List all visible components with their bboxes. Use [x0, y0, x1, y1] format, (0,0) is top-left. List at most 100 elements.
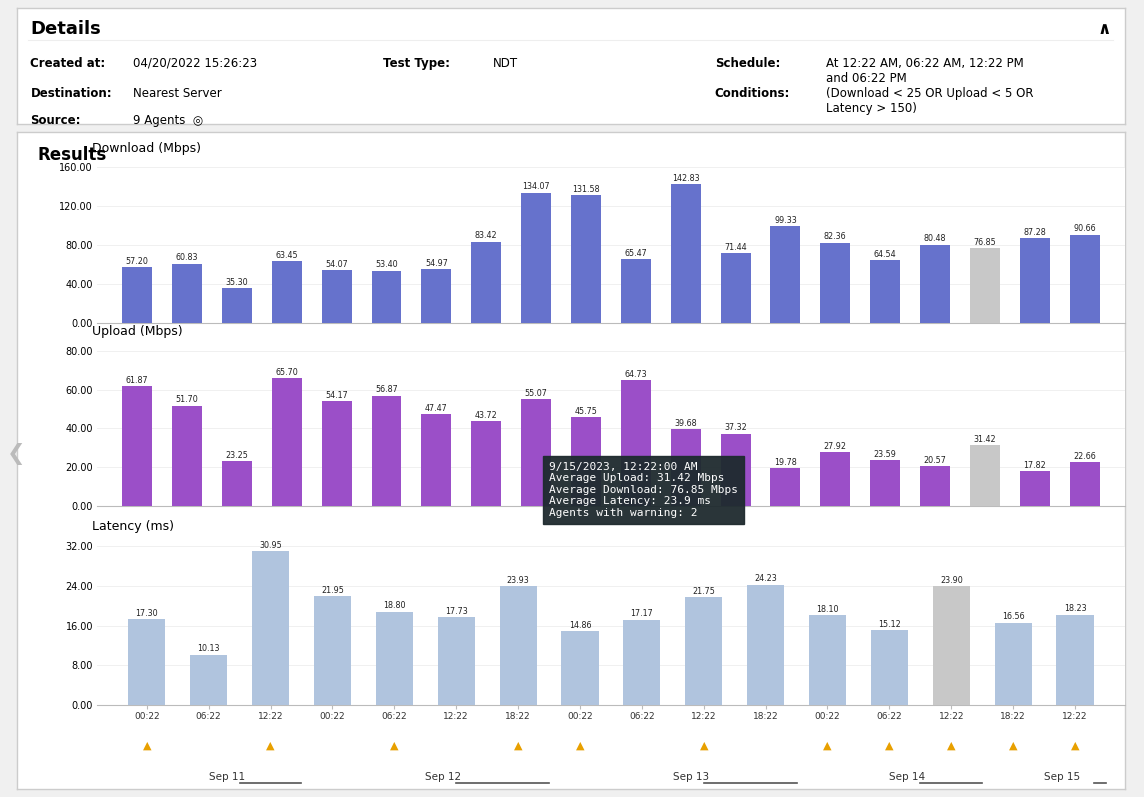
Bar: [747, 585, 784, 705]
Text: 9 Agents  ◎: 9 Agents ◎: [134, 114, 204, 128]
Bar: [571, 417, 601, 506]
Text: ▲: ▲: [699, 740, 708, 751]
Bar: [820, 243, 850, 323]
Text: 60.83: 60.83: [176, 253, 198, 262]
Text: 134.07: 134.07: [523, 182, 550, 191]
Bar: [920, 466, 950, 506]
Text: 23.25: 23.25: [225, 451, 248, 460]
Text: 65.47: 65.47: [625, 249, 648, 257]
Text: 19.78: 19.78: [774, 457, 797, 466]
Bar: [421, 414, 452, 506]
Text: Test Type:: Test Type:: [382, 57, 450, 69]
Bar: [970, 445, 1000, 506]
Text: ▲: ▲: [267, 740, 275, 751]
Text: 142.83: 142.83: [672, 174, 699, 183]
Text: 35.30: 35.30: [225, 278, 248, 287]
Text: 61.87: 61.87: [126, 375, 149, 385]
Bar: [272, 261, 302, 323]
Text: 31.42: 31.42: [974, 435, 996, 444]
Text: Sep 13: Sep 13: [673, 772, 709, 783]
Bar: [871, 630, 908, 705]
Text: Destination:: Destination:: [31, 87, 112, 100]
Text: 87.28: 87.28: [1024, 228, 1046, 237]
Bar: [562, 631, 598, 705]
Bar: [621, 259, 651, 323]
Text: 63.45: 63.45: [276, 251, 299, 260]
Text: Sep 15: Sep 15: [1044, 772, 1080, 783]
Text: 51.70: 51.70: [176, 395, 198, 405]
Text: ▲: ▲: [575, 740, 585, 751]
Text: 56.87: 56.87: [375, 386, 398, 395]
Bar: [471, 421, 501, 506]
Text: 64.54: 64.54: [874, 249, 897, 259]
Bar: [1070, 235, 1099, 323]
Text: 18.23: 18.23: [1064, 604, 1087, 613]
Text: 21.75: 21.75: [692, 587, 715, 595]
Text: Created at:: Created at:: [31, 57, 105, 69]
Bar: [994, 623, 1032, 705]
Bar: [172, 264, 202, 323]
Bar: [670, 184, 700, 323]
Text: 30.95: 30.95: [260, 540, 281, 550]
Text: ▲: ▲: [947, 740, 955, 751]
Text: ▲: ▲: [143, 740, 151, 751]
Text: ▲: ▲: [1071, 740, 1079, 751]
Bar: [1019, 472, 1050, 506]
Bar: [313, 596, 351, 705]
Text: ▲: ▲: [824, 740, 832, 751]
Text: 54.07: 54.07: [325, 260, 348, 269]
Text: 83.42: 83.42: [475, 231, 498, 241]
Bar: [571, 195, 601, 323]
Bar: [122, 386, 152, 506]
Bar: [670, 429, 700, 506]
Bar: [809, 615, 847, 705]
Text: 90.66: 90.66: [1073, 224, 1096, 234]
Bar: [820, 452, 850, 506]
Text: 17.73: 17.73: [445, 607, 468, 615]
Text: 27.92: 27.92: [824, 442, 847, 450]
Text: 10.13: 10.13: [198, 645, 220, 654]
Text: ▲: ▲: [1009, 740, 1017, 751]
Text: 47.47: 47.47: [424, 404, 447, 413]
Bar: [623, 620, 660, 705]
Bar: [522, 193, 551, 323]
Bar: [321, 270, 351, 323]
Text: 23.59: 23.59: [874, 450, 897, 459]
Text: 82.36: 82.36: [824, 233, 847, 241]
Text: 43.72: 43.72: [475, 411, 498, 420]
Bar: [252, 552, 289, 705]
Text: ▲: ▲: [514, 740, 523, 751]
Bar: [438, 617, 475, 705]
Text: (Download < 25 OR Upload < 5 OR
Latency > 150): (Download < 25 OR Upload < 5 OR Latency …: [826, 87, 1033, 115]
Text: 24.23: 24.23: [754, 574, 777, 583]
Text: ▲: ▲: [885, 740, 893, 751]
Bar: [970, 248, 1000, 323]
Text: 22.66: 22.66: [1073, 452, 1096, 461]
Text: 64.73: 64.73: [625, 370, 648, 379]
Text: 54.17: 54.17: [325, 391, 348, 399]
Text: 37.32: 37.32: [724, 423, 747, 433]
Text: Download (Mbps): Download (Mbps): [93, 142, 201, 155]
Bar: [1019, 238, 1050, 323]
Text: Schedule:: Schedule:: [715, 57, 780, 69]
Text: Sep 14: Sep 14: [889, 772, 925, 783]
Bar: [621, 380, 651, 506]
Text: 71.44: 71.44: [724, 243, 747, 252]
Bar: [685, 597, 722, 705]
Text: At 12:22 AM, 06:22 AM, 12:22 PM
and 06:22 PM: At 12:22 AM, 06:22 AM, 12:22 PM and 06:2…: [826, 57, 1023, 84]
Text: 18.80: 18.80: [383, 601, 405, 611]
Bar: [372, 395, 402, 506]
Text: 16.56: 16.56: [1002, 612, 1025, 622]
Bar: [721, 253, 750, 323]
Text: 55.07: 55.07: [525, 389, 548, 398]
Text: Source:: Source:: [31, 114, 81, 128]
Bar: [122, 267, 152, 323]
Bar: [375, 612, 413, 705]
Bar: [272, 379, 302, 506]
Text: 45.75: 45.75: [574, 407, 597, 416]
Bar: [920, 245, 950, 323]
Bar: [421, 269, 452, 323]
Text: Latency (ms): Latency (ms): [93, 520, 174, 533]
Text: 04/20/2022 15:26:23: 04/20/2022 15:26:23: [134, 57, 257, 69]
Text: Nearest Server: Nearest Server: [134, 87, 222, 100]
